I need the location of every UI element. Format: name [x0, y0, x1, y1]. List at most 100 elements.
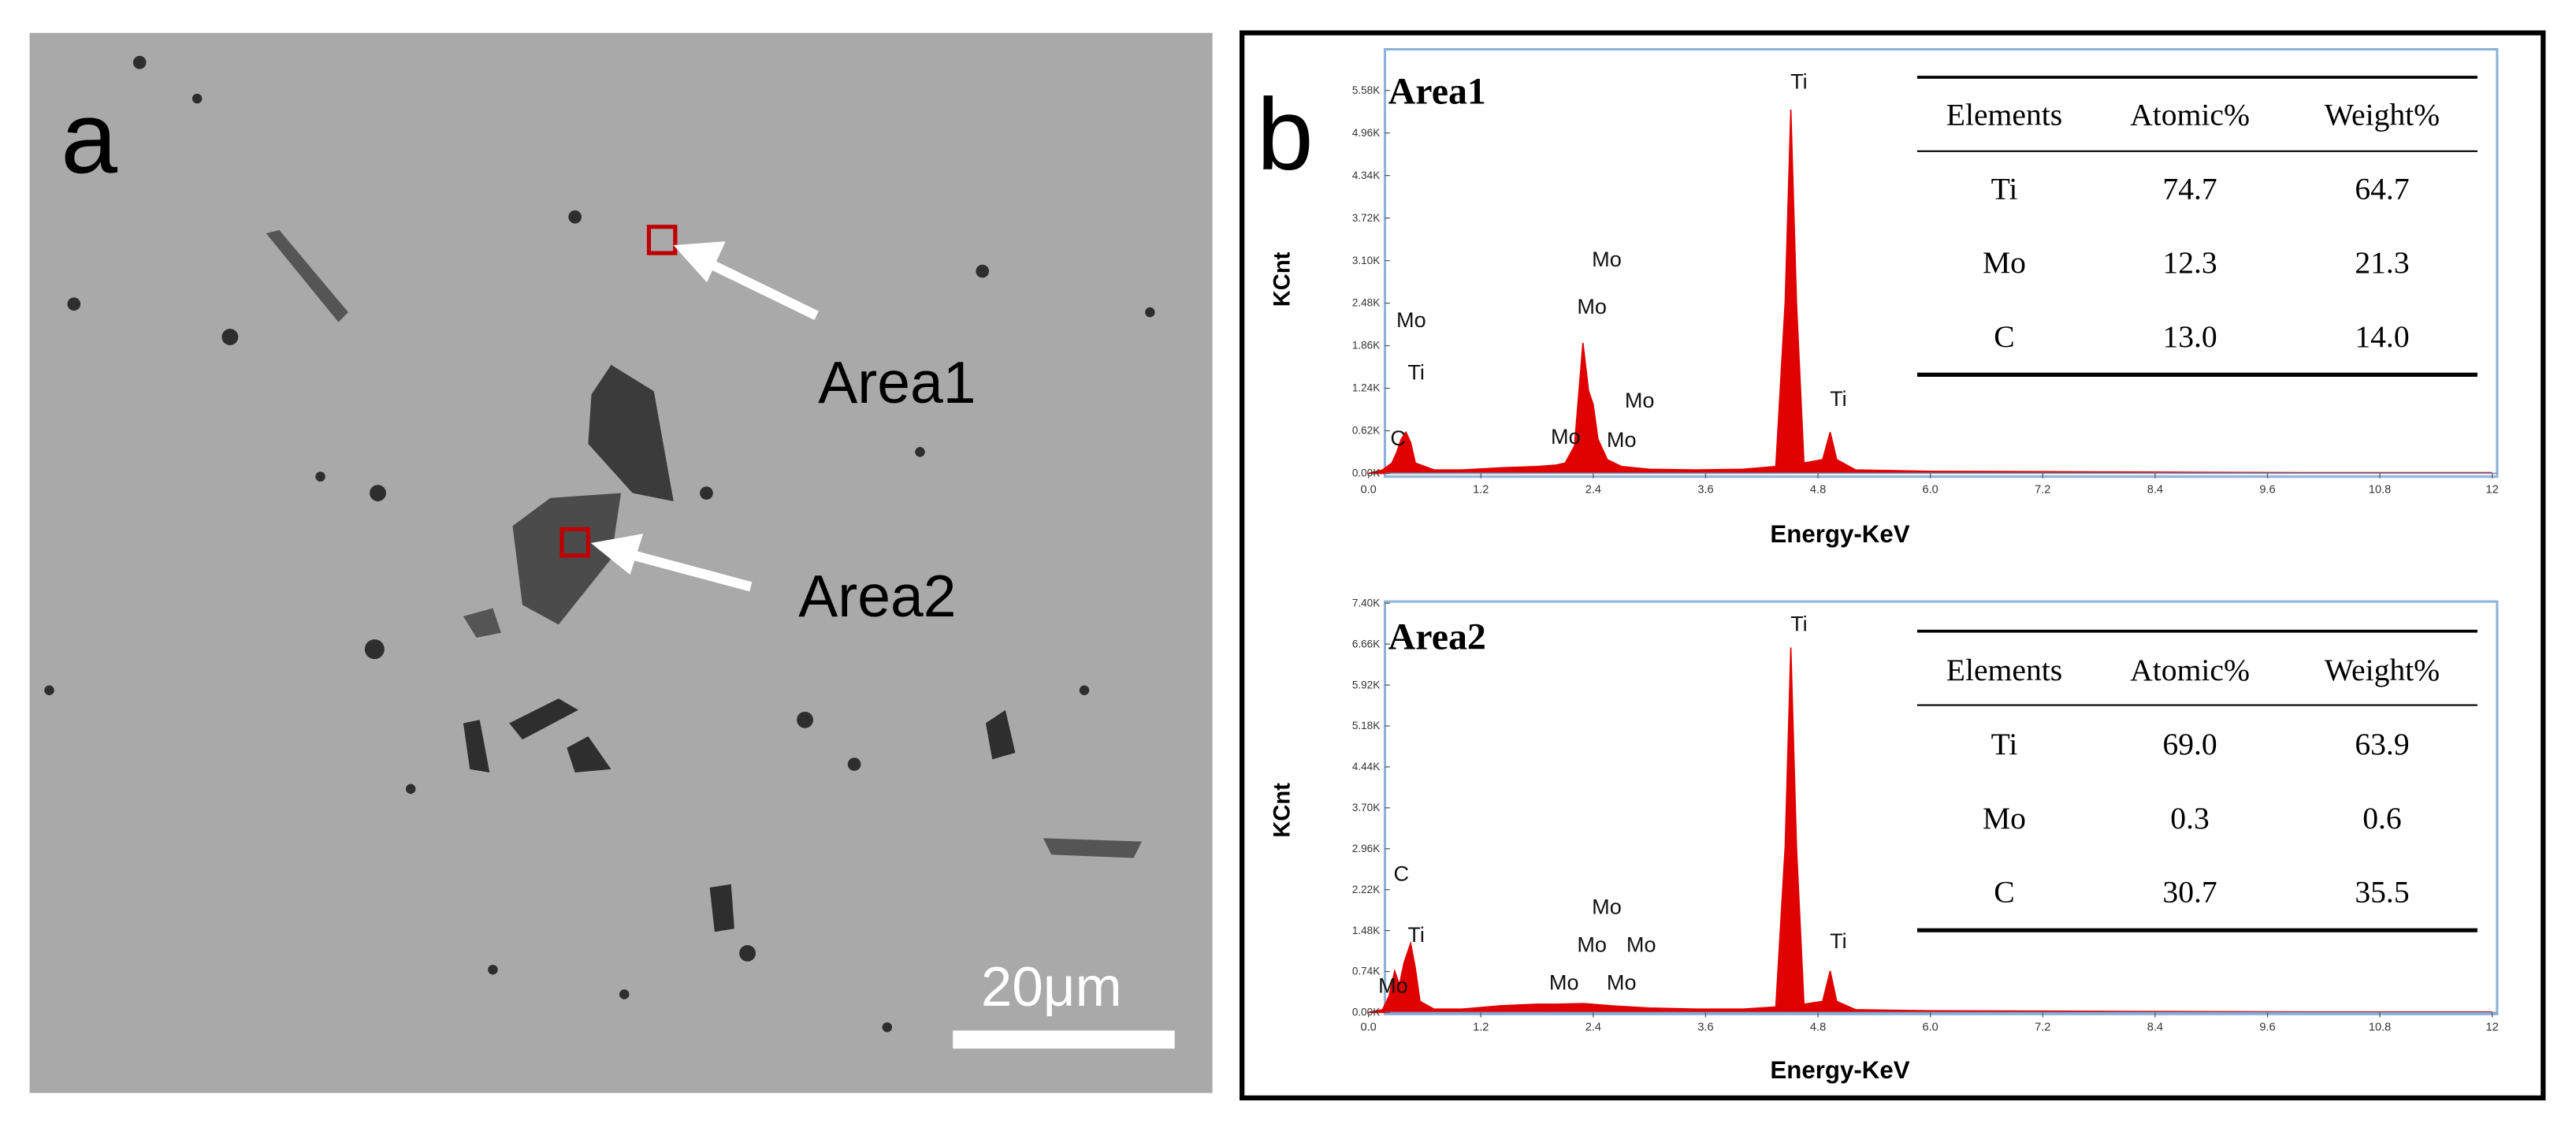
chart-title: Area2 — [1388, 616, 1486, 658]
y-tick-label: 1.24K — [1352, 382, 1380, 394]
plot-frame — [1383, 47, 2499, 478]
peak-label: Mo — [1549, 970, 1579, 994]
x-tick-label: 0.0 — [1361, 484, 1377, 497]
y-tick-label: 7.40K — [1352, 597, 1380, 609]
table-cell: 35.5 — [2355, 875, 2409, 910]
x-tick-label: 6.0 — [1923, 484, 1939, 497]
peak-label: Mo — [1551, 424, 1581, 449]
y-tick-label: 6.66K — [1352, 638, 1380, 650]
peak-label: Mo — [1378, 973, 1408, 997]
table-header: Atomic% — [2130, 653, 2250, 687]
peak-label: Ti — [1790, 612, 1808, 636]
x-tick-label: 12 — [2486, 484, 2499, 497]
x-tick-label: 3.6 — [1697, 1021, 1713, 1033]
table-cell: 12.3 — [2162, 245, 2217, 280]
table-cell: 74.7 — [2162, 171, 2217, 206]
y-tick-label: 1.86K — [1352, 340, 1380, 352]
peak-label: C — [1394, 862, 1410, 886]
peak-label: Ti — [1830, 386, 1847, 411]
x-tick-label: 1.2 — [1473, 484, 1489, 497]
table-cell: Mo — [1983, 245, 2026, 280]
table-header: Weight% — [2325, 653, 2440, 687]
table-cell: C — [1994, 319, 2014, 354]
charts: 0.00K 0.62K 1.24K 1.86K 2.48K 3.10K 3.72K 4.34K… — [1270, 47, 2499, 1084]
y-tick-label: 0.00K — [1352, 467, 1380, 479]
y-tick-label: 0.62K — [1352, 425, 1380, 437]
x-tick-label: 7.2 — [2035, 484, 2050, 497]
x-tick-label: 8.4 — [2147, 1021, 2163, 1033]
x-tick-label: 2.4 — [1585, 1021, 1601, 1033]
table-header: Weight% — [2325, 97, 2440, 132]
peak-label: Mo — [1577, 294, 1607, 318]
table-cell: C — [1994, 875, 2014, 910]
peak-label: Mo — [1607, 970, 1637, 994]
table-cell: 0.3 — [2170, 801, 2210, 836]
x-tick-label: 9.6 — [2259, 484, 2275, 497]
y-tick-label: 2.22K — [1352, 884, 1380, 895]
arrowhead — [590, 534, 644, 575]
scale-bar — [953, 1030, 1175, 1049]
x-tick-label: 9.6 — [2259, 1021, 2275, 1033]
x-tick-label: 0.0 — [1361, 1021, 1377, 1033]
x-tick-label: 4.8 — [1810, 1021, 1826, 1033]
area2-marker — [559, 527, 590, 558]
y-tick-label: 5.18K — [1352, 720, 1380, 731]
peak-label: C — [1390, 426, 1406, 450]
spectrum — [1368, 110, 2492, 475]
x-axis-label: Energy-KeV — [1770, 520, 1909, 548]
y-tick-label: 0.00K — [1352, 1007, 1380, 1018]
y-tick-label: 5.92K — [1352, 679, 1380, 690]
arrows — [590, 241, 819, 592]
y-tick-label: 1.48K — [1352, 925, 1380, 936]
y-tick-label: 3.70K — [1352, 802, 1380, 813]
x-tick-label: 3.6 — [1697, 484, 1713, 497]
peak-label: Ti — [1830, 929, 1847, 953]
annotation: Area1 — [818, 349, 976, 415]
x-tick-label: 7.2 — [2035, 1021, 2050, 1033]
x-tick-label: 12 — [2486, 1021, 2499, 1033]
spectrum — [1368, 647, 2492, 1014]
annotation: Area2 — [798, 563, 956, 629]
x-tick-label: 8.4 — [2147, 484, 2163, 497]
table-cell: 64.7 — [2355, 171, 2409, 206]
peak-label: Mo — [1626, 932, 1656, 956]
peak-label: Ti — [1407, 360, 1425, 385]
table-cell: 21.3 — [2355, 245, 2409, 280]
plot-frame — [1383, 600, 2499, 1016]
peak-label: Mo — [1592, 894, 1622, 918]
peak-label: Ti — [1790, 69, 1808, 94]
table-cell: 30.7 — [2162, 875, 2217, 910]
table-cell: 69.0 — [2162, 727, 2217, 761]
panel-label: a — [61, 81, 117, 195]
peak-label: Mo — [1577, 932, 1607, 956]
peak-label: Mo — [1607, 427, 1637, 452]
x-tick-label: 10.8 — [2369, 484, 2391, 497]
y-tick-label: 2.96K — [1352, 843, 1380, 854]
x-tick-label: 10.8 — [2369, 1021, 2391, 1033]
y-tick-label: 4.44K — [1352, 761, 1380, 772]
table-cell: Ti — [1991, 171, 2018, 206]
peak-label: Mo — [1396, 307, 1426, 332]
peak-label: Mo — [1625, 388, 1655, 412]
chart-title: Area1 — [1388, 70, 1486, 112]
area1-marker — [646, 225, 678, 255]
x-tick-label: 2.4 — [1585, 484, 1601, 497]
x-axis-label: Energy-KeV — [1770, 1056, 1909, 1084]
x-tick-label: 1.2 — [1473, 1021, 1489, 1033]
table-header: Elements — [1946, 97, 2062, 132]
table-cell: 13.0 — [2162, 319, 2217, 354]
arrow-area2 — [615, 545, 753, 592]
x-tick-label: 4.8 — [1810, 484, 1826, 497]
panel-label: b — [1257, 78, 1314, 192]
arrowhead — [673, 241, 726, 283]
y-tick-label: 4.34K — [1352, 169, 1380, 181]
y-axis-label: KCnt — [1270, 783, 1295, 838]
y-axis-label: KCnt — [1270, 251, 1295, 307]
table-cell: Ti — [1991, 727, 2018, 761]
y-tick-label: 2.48K — [1352, 297, 1380, 309]
y-tick-label: 4.96K — [1352, 127, 1380, 139]
x-tick-label: 6.0 — [1923, 1021, 1939, 1033]
table-header: Atomic% — [2130, 97, 2250, 132]
